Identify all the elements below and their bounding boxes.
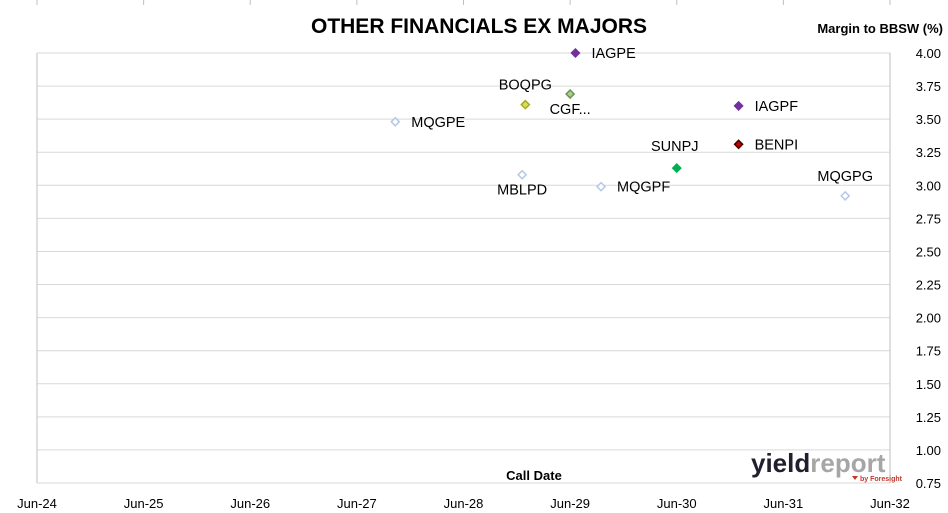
point-label-mqgpg: MQGPG	[817, 169, 873, 185]
y-tick-label: 0.75	[916, 476, 941, 491]
point-mblpd	[517, 169, 528, 180]
y-tick-label: 3.75	[916, 79, 941, 94]
x-tick-label: Jun-26	[230, 496, 270, 511]
y-tick-label: 3.50	[916, 112, 941, 127]
gridlines	[37, 52, 890, 484]
y-tick-label: 1.00	[916, 443, 941, 458]
point-label-cgf: CGF...	[550, 102, 591, 118]
point-mqgpe	[390, 116, 401, 127]
point-mqgpg	[840, 190, 851, 201]
x-tick-label: Jun-30	[657, 496, 697, 511]
y-tick-label: 3.25	[916, 145, 941, 160]
axes: 0.75 1.00 1.25 1.50 1.75 2.00 2.25 2.50 2.75 3.00…	[17, 0, 941, 511]
data-points	[390, 47, 851, 201]
logo-arrow-icon	[852, 476, 858, 480]
x-tick-label: Jun-31	[764, 496, 804, 511]
x-tick-label: Jun-32	[870, 496, 910, 511]
point-label-iagpe: IAGPE	[591, 46, 636, 62]
x-tick-label: Jun-24	[17, 496, 57, 511]
point-cgf	[565, 88, 576, 100]
point-label-mblpd: MBLPD	[497, 183, 547, 199]
point-mqgpf	[595, 181, 607, 192]
x-tick-label: Jun-27	[337, 496, 377, 511]
x-tick-label: Jun-25	[124, 496, 164, 511]
y-tick-label: 3.00	[916, 178, 941, 193]
point-iagpe	[570, 47, 581, 59]
chart-title: OTHER FINANCIALS EX MAJORS	[311, 15, 647, 38]
point-label-benpi: BENPI	[755, 137, 799, 153]
svg-text:yieldreport: yieldreport	[751, 448, 886, 478]
point-label-mqgpf: MQGPF	[617, 180, 670, 196]
logo-text-main: yield	[751, 448, 810, 478]
yieldreport-logo: yieldreport by Foresight	[751, 448, 903, 483]
y-tick-label: 1.25	[916, 410, 941, 425]
data-labels: IAGPE BOQPG CGF... MQGPE IAGPF BENPI SUNPJ MBLP…	[411, 46, 873, 199]
y-tick-label: 2.25	[916, 278, 941, 293]
y-axis-title: Margin to BBSW (%)	[817, 21, 943, 36]
y-tick-label: 2.00	[916, 311, 941, 326]
y-tick-label: 1.50	[916, 377, 941, 392]
point-iagpf	[733, 100, 744, 111]
point-sunpj	[671, 163, 682, 174]
point-boqpg	[520, 99, 531, 110]
point-benpi	[733, 139, 744, 150]
y-tick-label: 2.75	[916, 211, 941, 226]
point-label-boqpg: BOQPG	[499, 78, 552, 94]
logo-text-sub: by Foresight	[860, 476, 903, 483]
x-tick-label: Jun-28	[444, 496, 484, 511]
point-label-mqgpe: MQGPE	[411, 115, 465, 131]
x-tick-label: Jun-29	[550, 496, 590, 511]
y-tick-label: 1.75	[916, 344, 941, 359]
logo-text-accent: report	[810, 448, 885, 478]
point-label-sunpj: SUNPJ	[651, 139, 699, 155]
point-label-iagpf: IAGPF	[755, 99, 799, 115]
y-tick-label: 4.00	[916, 46, 941, 61]
x-axis-title: Call Date	[506, 468, 562, 483]
y-tick-label: 2.50	[916, 244, 941, 259]
